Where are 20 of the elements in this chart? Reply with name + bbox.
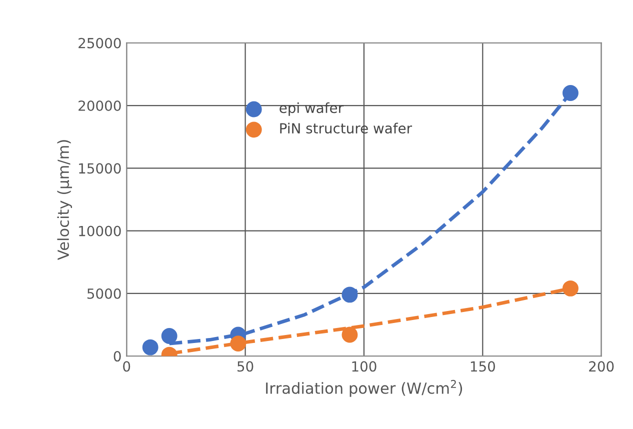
point [562, 280, 578, 296]
y-tick-label: 10000 [79, 226, 121, 236]
point [342, 326, 358, 343]
y-tick-label: 5000 [87, 288, 121, 299]
x-tick-label: 200 [589, 361, 614, 372]
x-tick-label: 100 [352, 361, 376, 372]
point [562, 85, 578, 101]
x-tick-label: 150 [470, 361, 495, 372]
point [230, 336, 246, 352]
y-tick-label: 0 [114, 351, 121, 362]
point [161, 328, 178, 344]
point [342, 286, 358, 303]
point [142, 339, 158, 356]
y-tick-label: 20000 [78, 100, 121, 112]
x-tick-label: 0 [123, 361, 130, 372]
x-tick-label: 50 [238, 361, 254, 372]
y-tick-label: 25000 [78, 38, 121, 48]
x-axis-title: Irradiation power (W/cm$^{2}$) [266, 380, 462, 397]
y-tick-label: 15000 [79, 163, 121, 174]
y-axis-title: Velocity (µm/m) [57, 140, 72, 260]
